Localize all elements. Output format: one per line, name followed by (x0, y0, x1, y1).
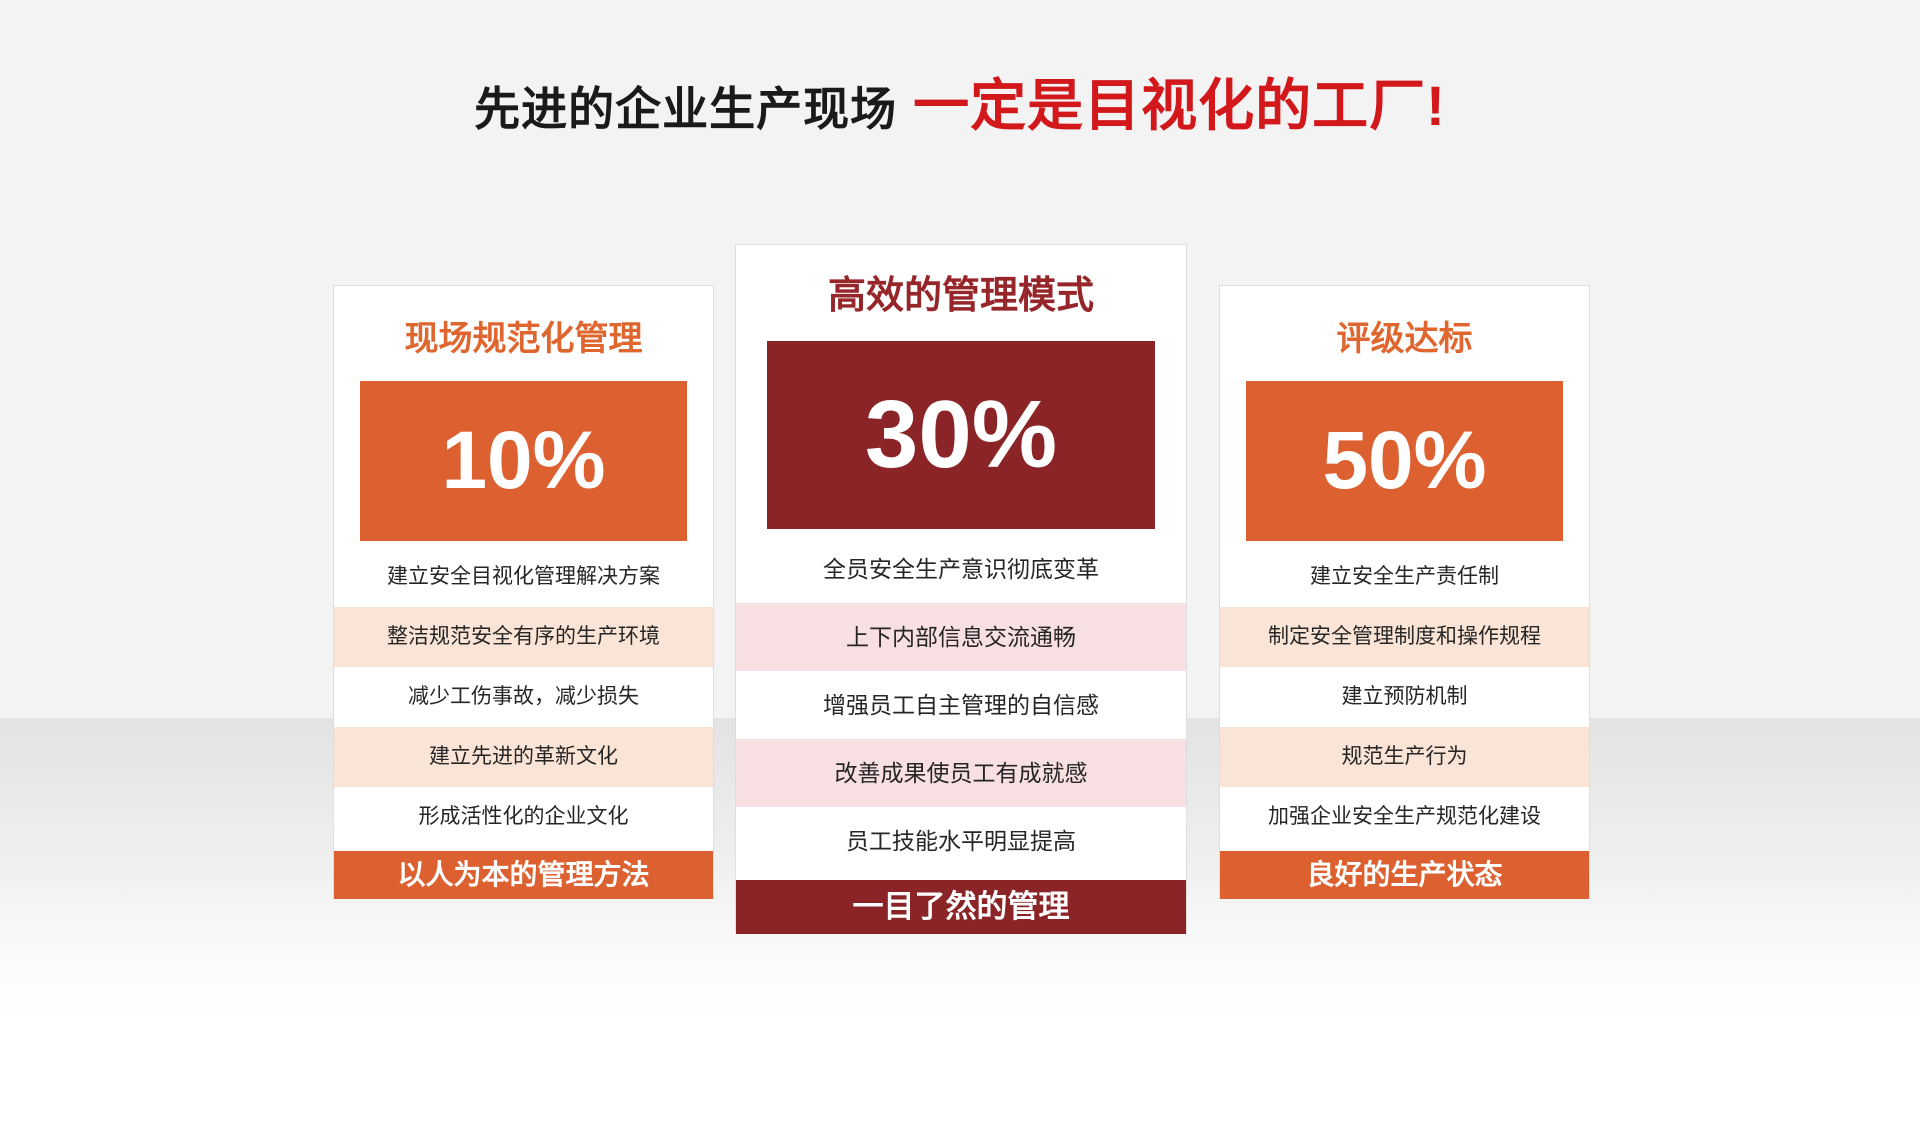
card-heading: 现场规范化管理 (404, 320, 643, 358)
percent-value: 30% (864, 381, 1058, 488)
list-item: 减少工伤事故，减少损失 (408, 685, 639, 708)
page-title-highlight: 一定是目视化的工厂! (913, 74, 1446, 137)
list-item: 加强企业安全生产规范化建设 (1268, 805, 1541, 828)
card-footer-banner: 良好的生产状态 (1220, 851, 1589, 899)
list-item: 建立安全目视化管理解决方案 (387, 565, 660, 588)
page-title: 先进的企业生产现场 一定是目视化的工厂! (0, 78, 1920, 134)
percent-value: 10% (441, 415, 606, 506)
list-item: 改善成果使员工有成就感 (736, 739, 1186, 807)
list-item: 整洁规范安全有序的生产环境 (334, 607, 713, 667)
list-item: 规范生产行为 (1220, 727, 1589, 787)
percent-block: 30% (767, 341, 1155, 529)
list-item: 建立安全生产责任制 (1310, 565, 1499, 588)
card-footer-banner: 以人为本的管理方法 (334, 851, 713, 899)
benefit-list: 建立安全目视化管理解决方案 整洁规范安全有序的生产环境 减少工伤事故，减少损失 … (334, 547, 713, 847)
card-heading: 评级达标 (1336, 320, 1473, 358)
list-item: 全员安全生产意识彻底变革 (823, 556, 1099, 582)
percent-block: 50% (1246, 381, 1563, 541)
page-title-lead: 先进的企业生产现场 (474, 83, 898, 135)
list-item: 增强员工自主管理的自信感 (823, 692, 1099, 718)
percent-value: 50% (1322, 415, 1487, 506)
card-site-standardized-management[interactable]: 现场规范化管理 10% 建立安全目视化管理解决方案 整洁规范安全有序的生产环境 … (333, 285, 714, 899)
benefit-list: 全员安全生产意识彻底变革 上下内部信息交流通畅 增强员工自主管理的自信感 改善成… (736, 535, 1186, 875)
card-rating-compliance[interactable]: 评级达标 50% 建立安全生产责任制 制定安全管理制度和操作规程 建立预防机制 … (1219, 285, 1590, 899)
benefit-list: 建立安全生产责任制 制定安全管理制度和操作规程 建立预防机制 规范生产行为 加强… (1220, 547, 1589, 847)
card-heading: 高效的管理模式 (827, 275, 1094, 317)
percent-block: 10% (360, 381, 687, 541)
list-item: 制定安全管理制度和操作规程 (1220, 607, 1589, 667)
list-item: 形成活性化的企业文化 (418, 805, 629, 828)
card-efficient-management-model[interactable]: 高效的管理模式 30% 全员安全生产意识彻底变革 上下内部信息交流通畅 增强员工… (735, 244, 1187, 934)
card-footer-banner: 一目了然的管理 (736, 880, 1186, 934)
list-item: 上下内部信息交流通畅 (736, 603, 1186, 671)
list-item: 建立预防机制 (1341, 685, 1468, 708)
list-item: 员工技能水平明显提高 (846, 828, 1076, 854)
list-item: 建立先进的革新文化 (334, 727, 713, 787)
